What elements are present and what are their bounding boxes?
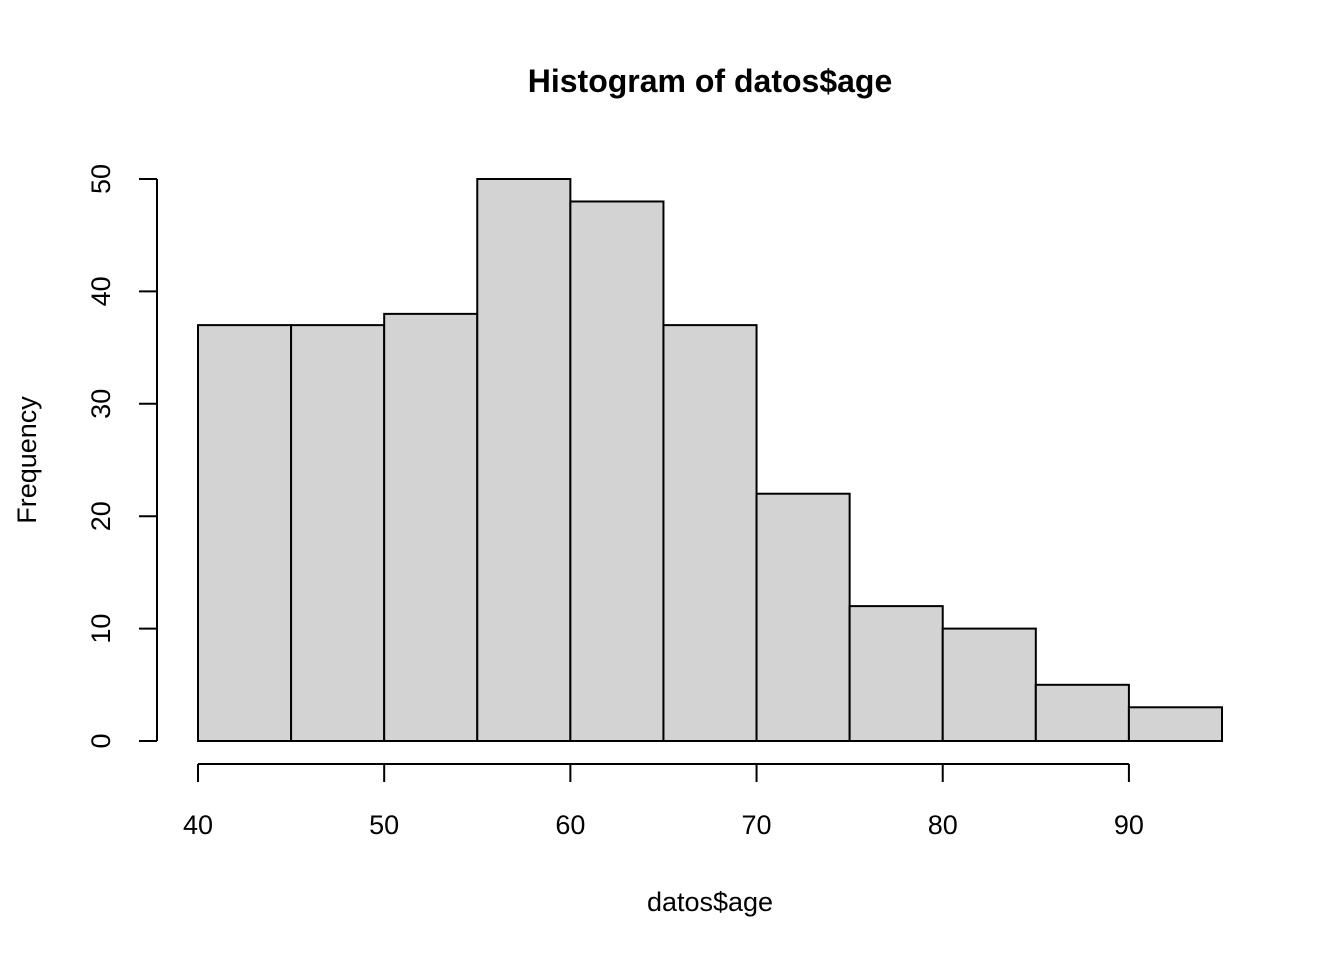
- x-tick-label: 70: [742, 810, 772, 840]
- x-axis-label: datos$age: [647, 887, 773, 917]
- histogram-bar: [569, 200, 665, 743]
- y-tick-label: 0: [86, 733, 116, 748]
- histogram-bar: [662, 324, 758, 742]
- x-tick-label: 60: [555, 810, 585, 840]
- y-tick-label: 20: [86, 501, 116, 531]
- y-tick-label: 40: [86, 276, 116, 306]
- histogram-bar: [290, 324, 386, 742]
- x-tick-label: 80: [928, 810, 958, 840]
- histogram-bars: [197, 178, 1223, 743]
- histogram-bar: [1127, 706, 1223, 743]
- histogram-bar: [1034, 683, 1130, 742]
- y-tick-label: 30: [86, 389, 116, 419]
- y-axis-label: Frequency: [12, 396, 42, 524]
- x-tick-label: 90: [1114, 810, 1144, 840]
- histogram-bar: [476, 178, 572, 742]
- histogram-bar: [941, 627, 1037, 742]
- histogram-bar: [197, 324, 293, 742]
- y-tick-label: 10: [86, 614, 116, 644]
- histogram-bar: [848, 605, 944, 742]
- histogram-bar: [755, 492, 851, 742]
- y-axis: 0 10 20 30 40 50: [86, 164, 158, 749]
- histogram-bar: [383, 312, 479, 742]
- x-tick-label: 40: [183, 810, 213, 840]
- x-axis: 40 50 60 70 80 90: [183, 763, 1144, 840]
- chart-title: Histogram of datos$age: [528, 63, 893, 99]
- x-tick-label: 50: [369, 810, 399, 840]
- y-tick-label: 50: [86, 164, 116, 194]
